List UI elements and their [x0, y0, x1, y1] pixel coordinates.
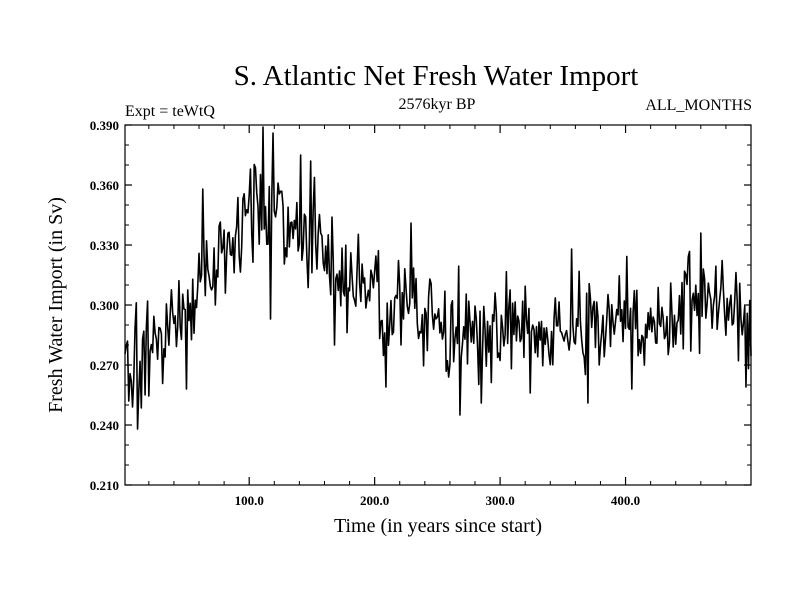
- months-label: ALL_MONTHS: [645, 97, 752, 114]
- experiment-label: Expt = teWtQ: [125, 103, 215, 120]
- y-tick-label: 0.390: [90, 118, 119, 133]
- x-tick-label: 400.0: [611, 493, 640, 508]
- time-period-label: 2576kyr BP: [399, 96, 476, 113]
- y-axis-label: Fresh Water Import (in Sv): [45, 197, 67, 413]
- x-tick-label: 200.0: [360, 493, 389, 508]
- y-tick-label: 0.240: [90, 418, 119, 433]
- y-tick-label: 0.210: [90, 478, 119, 493]
- chart-title: S. Atlantic Net Fresh Water Import: [234, 60, 639, 92]
- y-tick-label: 0.300: [90, 298, 119, 313]
- y-tick-label: 0.330: [90, 238, 119, 253]
- x-tick-label: 300.0: [485, 493, 514, 508]
- y-tick-label: 0.270: [90, 358, 119, 373]
- x-axis-label: Time (in years since start): [334, 515, 542, 537]
- x-axis: 100.0 200.0 300.0 400.0: [148, 125, 727, 508]
- series-line-fresh-water-import: [124, 126, 752, 430]
- x-tick-label: 100.0: [235, 493, 264, 508]
- plot-frame: [124, 124, 752, 486]
- y-tick-label: 0.360: [90, 178, 119, 193]
